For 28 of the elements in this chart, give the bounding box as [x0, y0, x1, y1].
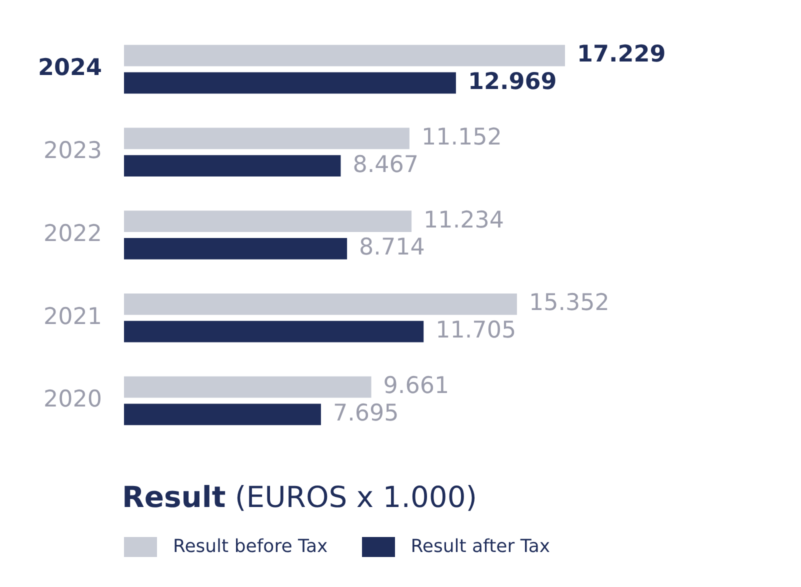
data-label: 8.467	[352, 152, 419, 178]
data-label: 8.714	[359, 234, 425, 261]
y-tick-label: 2022	[43, 220, 102, 247]
y-tick-label: 2021	[43, 304, 102, 330]
bar	[124, 238, 348, 260]
data-label: 11.705	[436, 318, 516, 344]
bar	[124, 72, 456, 94]
bar	[124, 155, 341, 176]
text: Result (EUROS x 1.000)	[121, 480, 478, 514]
y-tick-label: 2023	[43, 138, 102, 164]
data-label: 7.695	[332, 400, 399, 426]
data-label: 11.234	[424, 207, 504, 234]
bar	[124, 128, 410, 150]
bar	[124, 210, 412, 232]
legend-label: Result after Tax	[410, 536, 550, 557]
data-label: 9.661	[383, 373, 450, 400]
y-tick-label: 2024	[38, 55, 102, 82]
legend-label: Result before Tax	[173, 536, 328, 557]
bar	[124, 294, 517, 315]
bar	[124, 320, 424, 342]
data-label: 15.352	[528, 290, 610, 316]
data-label: 12.969	[468, 68, 557, 95]
bar	[124, 404, 321, 426]
y-tick-label: 2020	[43, 386, 102, 413]
bar	[124, 44, 565, 66]
data-label: 11.152	[421, 124, 502, 150]
bar	[124, 376, 372, 398]
data-label: 17.229	[577, 42, 666, 68]
